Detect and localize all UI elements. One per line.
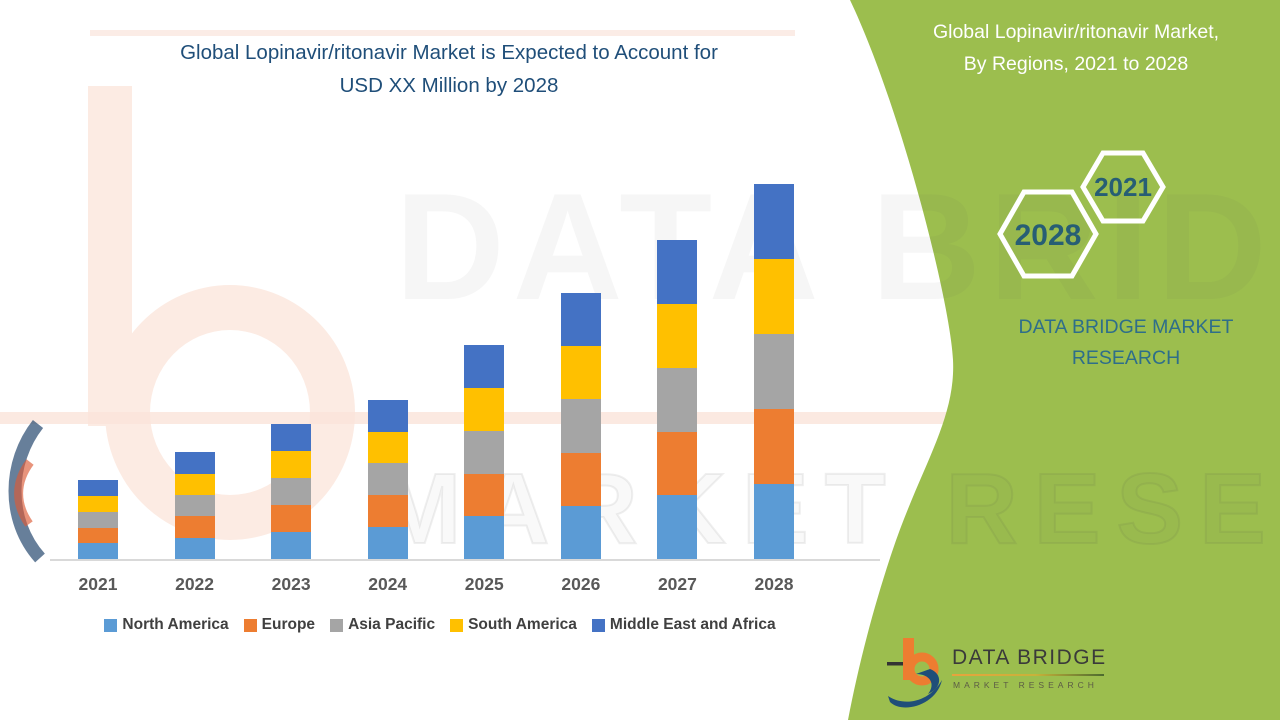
bar-segment-europe-2027 xyxy=(657,431,698,496)
legend-swatch-asia-pacific xyxy=(330,618,344,632)
stacked-bar-2024 xyxy=(367,399,408,559)
bar-segment-europe-2023 xyxy=(271,505,312,532)
x-axis-label-2026: 2026 xyxy=(561,574,601,594)
bar-segment-south-america-2028 xyxy=(753,259,794,334)
legend-swatch-europe xyxy=(243,618,257,632)
bar-segment-north-america-2023 xyxy=(271,532,312,559)
hexagon-year-2028: 2028 xyxy=(1015,219,1082,252)
bar-segment-south-america-2026 xyxy=(560,346,601,400)
legend-item-europe: Europe xyxy=(243,616,316,634)
brand-text-line2: RESEARCH xyxy=(1071,347,1181,369)
bar-segment-north-america-2024 xyxy=(367,527,408,559)
bar-segment-middle-east-and-africa-2021 xyxy=(78,480,118,496)
logo-subtitle: MARKET RESEARCH xyxy=(953,680,1098,690)
bar-segment-south-america-2024 xyxy=(367,431,408,464)
legend-item-asia-pacific: Asia Pacific xyxy=(330,616,435,634)
side-panel-brand-text: DATA BRIDGE MARKET RESEARCH xyxy=(995,312,1257,374)
bar-segment-asia-pacific-2028 xyxy=(753,334,794,409)
x-axis-label-2021: 2021 xyxy=(78,574,118,594)
chart-title: Global Lopinavir/ritonavir Market is Exp… xyxy=(78,36,820,102)
legend-label-asia-pacific: Asia Pacific xyxy=(348,616,436,633)
bar-segment-middle-east-and-africa-2028 xyxy=(753,184,794,259)
chart-title-line2: USD XX Million by 2028 xyxy=(339,74,559,97)
bar-segment-south-america-2022 xyxy=(174,473,215,495)
bar-segment-south-america-2023 xyxy=(271,451,312,478)
bar-segment-europe-2028 xyxy=(753,409,794,484)
plot-area xyxy=(55,139,835,559)
logo-underline xyxy=(952,674,1104,676)
chart-title-line1: Global Lopinavir/ritonavir Market is Exp… xyxy=(180,41,718,64)
x-axis-label-2027: 2027 xyxy=(657,574,697,594)
bar-segment-north-america-2025 xyxy=(464,516,505,559)
bar-segment-middle-east-and-africa-2023 xyxy=(271,424,312,451)
stacked-bar-2026 xyxy=(560,292,601,559)
bar-segment-asia-pacific-2025 xyxy=(464,430,505,474)
legend-label-middle-east-and-africa: Middle East and Africa xyxy=(609,616,776,633)
x-axis-label-2028: 2028 xyxy=(754,574,794,594)
bar-segment-south-america-2021 xyxy=(78,496,118,512)
side-panel-shape xyxy=(848,0,1280,720)
brand-text-line1: DATA BRIDGE MARKET xyxy=(1018,316,1234,338)
bar-segment-europe-2021 xyxy=(78,527,118,544)
legend-item-middle-east-and-africa: Middle East and Africa xyxy=(591,616,776,634)
hexagon-years-graphic: 2021 2028 xyxy=(997,150,1166,279)
stacked-bar-2021 xyxy=(78,480,118,559)
bar-segment-north-america-2022 xyxy=(174,537,215,559)
side-panel-heading-line1: Global Lopinavir/ritonavir Market, xyxy=(932,21,1220,43)
stacked-bar-2027 xyxy=(657,240,698,559)
bar-segment-middle-east-and-africa-2024 xyxy=(367,399,408,432)
bar-segment-asia-pacific-2027 xyxy=(657,367,698,432)
x-axis-label-2025: 2025 xyxy=(464,574,504,594)
x-axis-label-2024: 2024 xyxy=(368,574,408,594)
hexagon-2028 xyxy=(997,189,1099,279)
data-bridge-logo: DATA BRIDGE MARKET RESEARCH xyxy=(886,634,1116,710)
legend-label-north-america: North America xyxy=(122,616,229,633)
bar-segment-europe-2026 xyxy=(560,452,601,506)
x-axis-label-2022: 2022 xyxy=(175,574,215,594)
bar-segment-north-america-2028 xyxy=(753,484,794,559)
hexagon-year-2021: 2021 xyxy=(1094,172,1152,202)
bar-segment-middle-east-and-africa-2026 xyxy=(560,292,601,346)
bar-segment-asia-pacific-2026 xyxy=(560,399,601,453)
legend-swatch-middle-east-and-africa xyxy=(591,618,605,632)
legend-label-europe: Europe xyxy=(261,616,316,633)
legend-swatch-north-america xyxy=(104,618,118,632)
legend-label-south-america: South America xyxy=(468,616,577,633)
stacked-bar-2022 xyxy=(174,452,215,559)
bar-segment-middle-east-and-africa-2025 xyxy=(464,345,505,388)
legend-item-north-america: North America xyxy=(104,616,229,634)
bar-segment-europe-2022 xyxy=(174,516,215,538)
logo-name: DATA BRIDGE xyxy=(952,646,1107,669)
bar-segment-asia-pacific-2022 xyxy=(174,494,215,517)
bar-segment-north-america-2021 xyxy=(78,543,118,559)
bar-segment-asia-pacific-2021 xyxy=(78,511,118,528)
stacked-bar-2025 xyxy=(464,345,505,559)
side-panel-heading-line2: By Regions, 2021 to 2028 xyxy=(963,53,1189,75)
side-panel-heading: Global Lopinavir/ritonavir Market, By Re… xyxy=(885,16,1267,80)
bar-segment-north-america-2026 xyxy=(560,505,601,559)
x-axis-label-2023: 2023 xyxy=(271,574,311,594)
bar-segment-middle-east-and-africa-2027 xyxy=(657,240,698,304)
legend-swatch-south-america xyxy=(450,618,464,632)
chart-legend: North America Europe Asia Pacific South Ame… xyxy=(40,616,840,634)
data-bridge-logo-icon xyxy=(887,638,942,708)
stacked-bar-2023 xyxy=(271,424,312,559)
bar-segment-europe-2024 xyxy=(367,495,408,528)
x-axis-labels: 2021 2022 2023 2024 2025 2026 2027 2028 xyxy=(55,574,835,600)
bar-segment-middle-east-and-africa-2022 xyxy=(174,452,215,474)
x-axis-line xyxy=(50,559,880,561)
bar-segment-south-america-2027 xyxy=(657,304,698,368)
stacked-bar-2028 xyxy=(753,184,794,559)
legend-item-south-america: South America xyxy=(450,616,577,634)
hexagon-2021 xyxy=(1080,150,1166,224)
bar-segment-south-america-2025 xyxy=(464,388,505,431)
bar-segment-europe-2025 xyxy=(464,473,505,517)
bar-segment-asia-pacific-2024 xyxy=(367,463,408,496)
bar-segment-north-america-2027 xyxy=(657,495,698,559)
bar-segment-asia-pacific-2023 xyxy=(271,478,312,505)
